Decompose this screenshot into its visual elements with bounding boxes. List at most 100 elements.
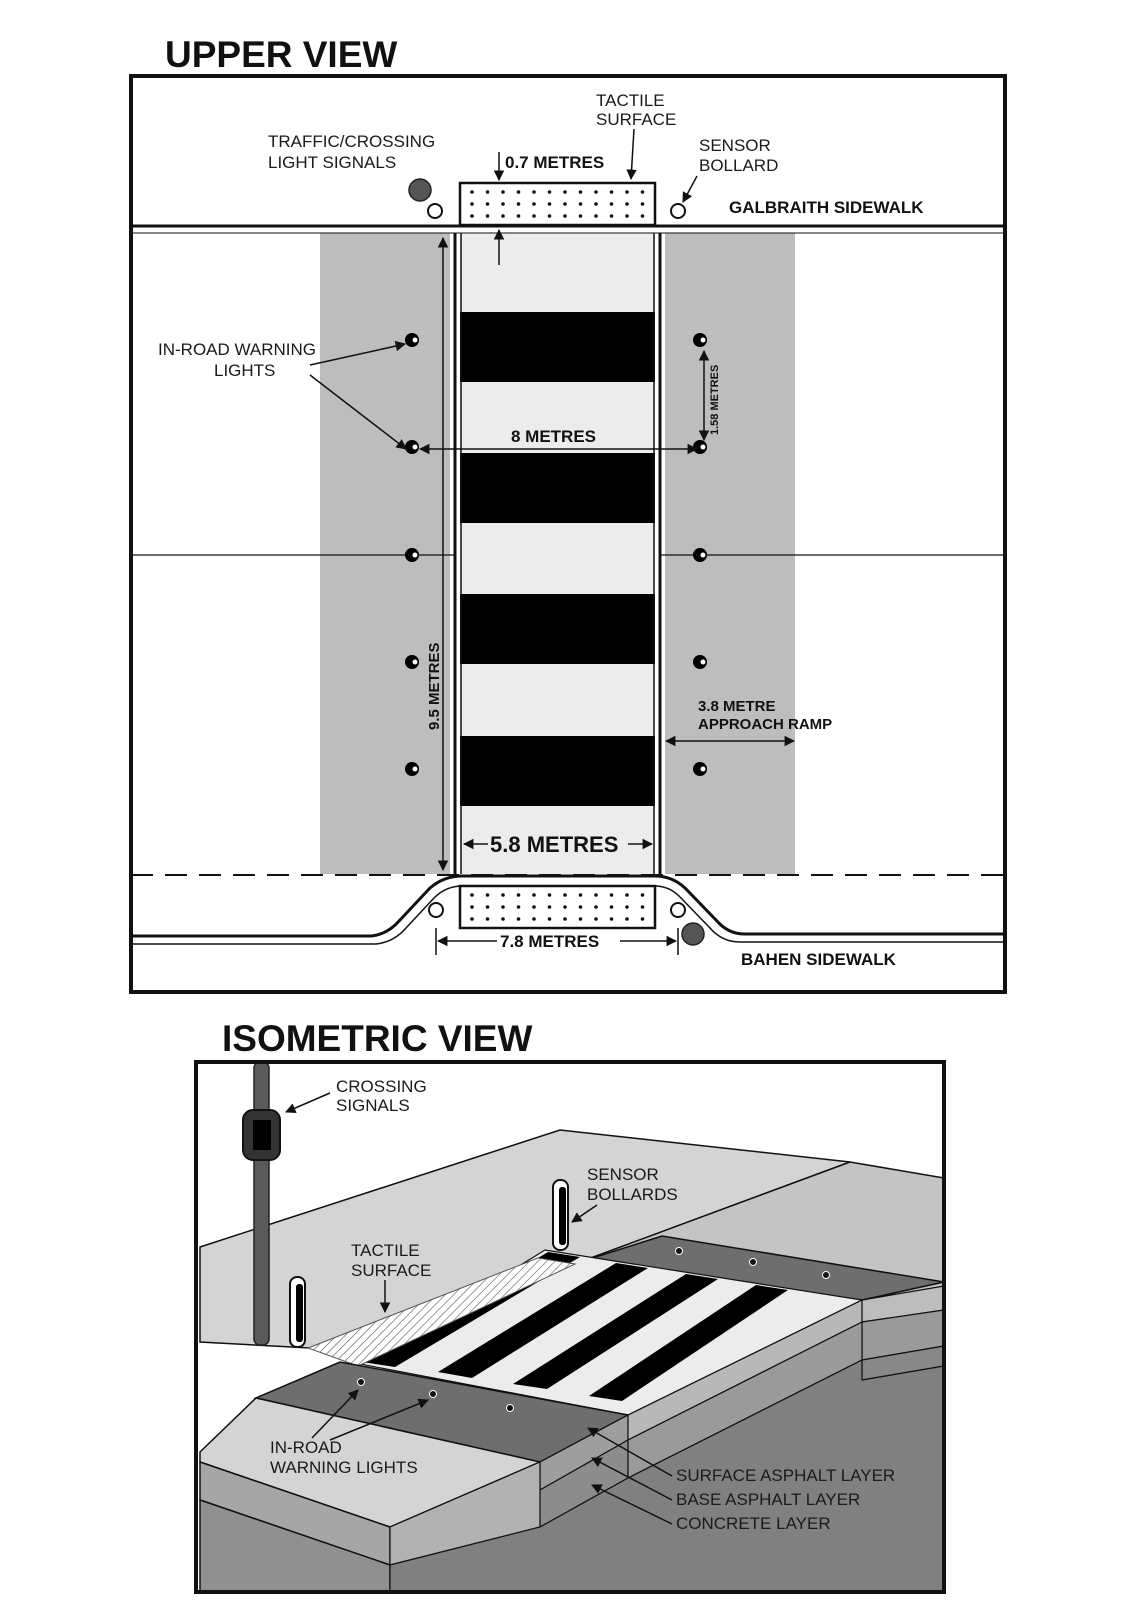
upper-view-panel: TACTILE SURFACE TRAFFIC/CROSSING LIGHT SIG… [129,74,1007,994]
inroad-warning-light [405,762,419,776]
inroad-warning-light [693,762,707,776]
light-spacing-label: 1.58 METRES [709,365,721,435]
iso-tactile-label: TACTILE SURFACE [351,1241,431,1280]
tactile-dot [501,905,505,909]
tactile-dot [485,190,490,194]
concrete-layer-pointer [591,1484,673,1525]
inroad-warning-light [405,440,419,454]
inroad-light-highlight [700,766,706,772]
tactile-dot [640,893,645,897]
tactile-dot [609,214,614,218]
tactile-dot [470,905,474,909]
approach-ramp-left [320,233,450,874]
tactile-dot [547,202,552,206]
tactile-dot [516,214,521,218]
tactile-dot [625,190,629,194]
tactile-dot [470,190,474,194]
inroad-light-highlight [412,337,418,343]
inroad-light [429,1390,437,1398]
tactile-pointer [626,128,637,181]
surface-asphalt-pointer [587,1427,673,1477]
tactile-dot [563,917,567,921]
inroad-warning-light [405,333,419,347]
inroad-warning-light [405,548,419,562]
tactile-dot [640,917,645,921]
tactile-dot [470,202,474,206]
tactile-dot [609,905,614,909]
tactile-dot [594,214,598,218]
tactile-dot [578,893,583,897]
bahen-sidewalk-label: BAHEN SIDEWALK [741,950,897,969]
galbraith-sidewalk-label: GALBRAITH SIDEWALK [729,198,924,217]
tactile-dot [609,893,614,897]
tactile-dot [547,214,552,218]
crossing-width-label: 5.8 METRES [490,832,618,857]
inroad-light [822,1271,830,1279]
tactile-dot [563,905,567,909]
tactile-dot [485,214,490,218]
crosswalk-stripe [460,312,655,382]
base-asphalt-label: BASE ASPHALT LAYER [676,1490,860,1509]
crosswalk-stripe [460,453,655,523]
inroad-pointer-iso-2 [329,1398,429,1441]
inroad-light-highlight [412,659,418,665]
iso-sensor-bollard [289,1276,306,1348]
isometric-frame [194,1060,946,1594]
base-asphalt-pointer [591,1457,673,1501]
signal-pole [253,1061,270,1346]
tactile-dot [578,190,583,194]
inroad-light-highlight [412,552,418,558]
tactile-dot [485,893,490,897]
inroad-warning-light [693,548,707,562]
sensor-bollard [670,902,686,918]
tactile-dot [532,917,536,921]
sensor-bollard-label: SENSOR BOLLARD [699,136,778,175]
inroad-lights-label: IN-ROAD WARNING LIGHTS [158,340,316,380]
tactile-dot [516,917,521,921]
tactile-dot [594,905,598,909]
sensor-bollard [428,902,444,918]
tactile-dot [578,917,583,921]
sensor-bollard [670,203,686,219]
tactile-dot [563,190,567,194]
iso-crosswalk-stripe [589,1285,788,1401]
tactile-surface-top [458,181,657,227]
tactile-dot [609,917,614,921]
tactile-dot [501,214,505,218]
bollard-pointer [682,175,698,203]
tactile-dot [501,917,505,921]
traffic-signal-light [408,178,432,202]
inroad-light-highlight [700,659,706,665]
surface-asphalt-label: SURFACE ASPHALT LAYER [676,1466,895,1485]
tactile-dot [578,202,583,206]
tactile-dot [501,893,505,897]
crossing-signals-label: CROSSING SIGNALS [336,1077,427,1115]
tactile-dot [516,893,521,897]
inroad-warning-light [405,655,419,669]
tactile-dot [594,917,598,921]
tactile-dot [640,214,645,218]
inroad-light [675,1247,683,1255]
curb-width-label: 7.8 METRES [500,932,599,951]
traffic-signal-light [681,922,705,946]
tactile-dot [578,905,583,909]
iso-crosswalk-stripe [438,1263,648,1378]
approach-ramp-right [665,233,795,874]
tactile-dot [532,893,536,897]
concrete-layer-label: CONCRETE LAYER [676,1514,831,1533]
tactile-dot [640,190,645,194]
tactile-dot [609,202,614,206]
iso-sensor-bollard [552,1179,569,1251]
tactile-dot [547,190,552,194]
tactile-dot [532,202,536,206]
tactile-dot [594,202,598,206]
tactile-dot [547,917,552,921]
tactile-dot [547,893,552,897]
upper-view-title: UPPER VIEW [165,34,397,75]
tactile-dot [625,202,629,206]
inroad-warning-light [693,333,707,347]
inroad-light-highlight [412,444,418,450]
iso-inroad-lights-label: IN-ROAD WARNING LIGHTS [270,1438,418,1477]
iso-tactile-surface [306,1257,577,1367]
